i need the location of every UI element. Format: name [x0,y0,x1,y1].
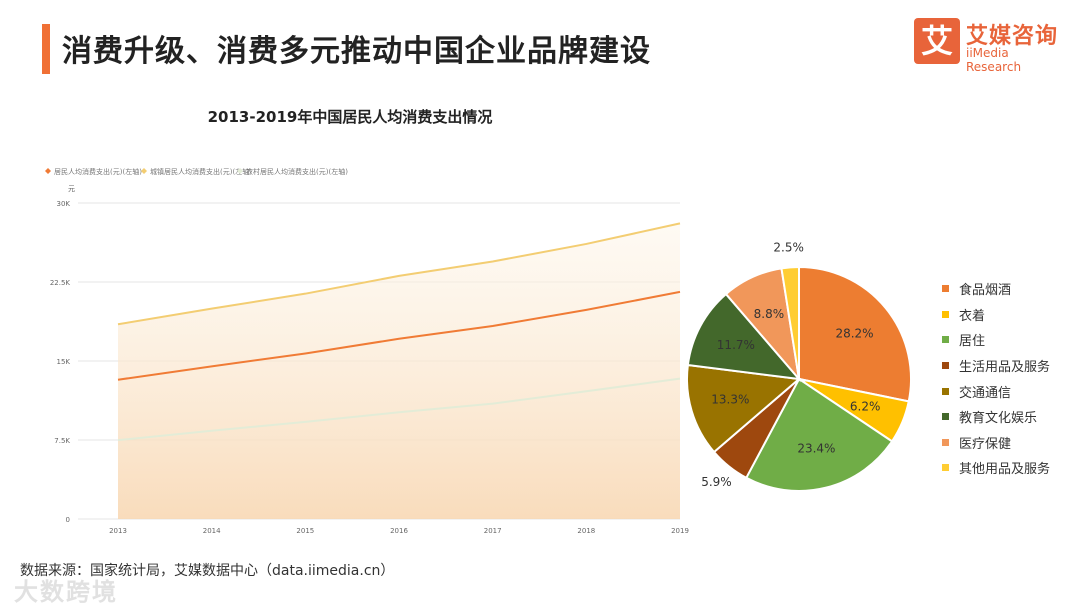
pie-slice-4 [686,363,802,454]
legend-item: 食品烟酒 [942,276,1050,302]
legend-item: 衣着 [942,302,1050,328]
x-tick-label: 2019 [671,527,689,535]
legend-marker [237,168,243,174]
legend-label: 生活用品及服务 [959,360,1051,376]
legend-item: 居住 [942,327,1050,353]
legend-item: 交通通信 [942,378,1050,404]
data-source-note: 数据来源：国家统计局，艾媒数据中心（data.iimedia.cn） [20,563,395,579]
legend-swatch [942,310,949,318]
x-tick-label: 2018 [577,527,595,535]
legend-label: 教育文化娱乐 [959,411,1038,427]
legend-swatch [942,413,949,421]
legend-label: 其他用品及服务 [959,462,1051,478]
x-tick-label: 2015 [296,527,314,535]
area-fill [118,223,680,519]
logo-text-en: iiMedia Research [966,46,1022,74]
pie-chart: 28.2% 6.2% 23.4% 5.9% 13.3% 11.7% 8.8% 2.5% [686,240,912,492]
legend-swatch [942,336,949,344]
legend-item: 教育文化娱乐 [942,404,1050,430]
pie-legend: 食品烟酒衣着居住生活用品及服务 交通通信教育文化娱乐 医疗保健其他用品及服务 [942,276,1050,481]
pie-value-label: 8.8% [754,307,785,321]
legend-swatch [942,285,949,293]
pie-value-label: 6.2% [850,400,881,414]
page-title: 消费升级、消费多元推动中国企业品牌建设 [62,34,651,69]
pie-value-label: 11.7% [717,338,755,352]
logo-text-cn: 艾媒咨询 [966,24,1059,49]
legend-label: 医疗保健 [959,436,1012,452]
legend-label: 居住 [959,334,986,350]
title-accent-bar [42,24,50,74]
legend-swatch [942,464,949,472]
legend-label: 食品烟酒 [959,283,1012,299]
watermark: 大数跨境 [14,578,118,606]
pie-value-label: 23.4% [797,442,835,456]
legend-label: 农村居民人均消费支出(元)(左轴) [246,167,348,176]
x-tick-label: 2013 [109,527,127,535]
legend-swatch [942,387,949,395]
y-tick-label: 22.5K [50,279,71,287]
series-line-1 [117,222,681,326]
pie-value-label: 13.3% [711,393,749,407]
x-tick-label: 2014 [203,527,221,535]
x-tick-label: 2017 [484,527,502,535]
y-tick-label: 30K [57,200,71,208]
legend-label: 居民人均消费支出(元)(左轴) [54,167,142,176]
pie-slice-5 [686,292,802,381]
line-chart-title: 2013-2019年中国居民人均消费支出情况 [207,108,493,126]
pie-slice-7 [780,265,800,380]
legend-item: 其他用品及服务 [942,455,1050,481]
x-tick-label: 2016 [390,527,408,535]
brand-logo: 艾 艾媒咨询 iiMedia Research [914,18,1064,74]
pie-value-label: 2.5% [773,240,804,254]
legend-label: 城镇居民人均消费支出(元)(左轴) [150,167,252,176]
legend-marker [45,168,51,174]
pie-slice-0 [798,265,912,403]
series-line-0 [117,290,681,381]
y-tick-label: 15K [57,358,71,366]
logo-mark-icon: 艾 [914,18,960,64]
pie-value-label: 5.9% [701,475,732,489]
y-tick-label: 7.5K [54,437,70,445]
legend-swatch [942,438,949,446]
series-line-2 [117,377,681,442]
y-tick-label: 0 [66,516,70,524]
y-axis-unit: 元 [68,185,75,193]
legend-label: 衣着 [959,308,986,324]
legend-item: 医疗保健 [942,430,1050,456]
area-chart: 0 7.5K 15K 22.5K 30K 元 2013 2014 2015 2016 2017 201… [45,167,689,535]
legend-swatch [942,362,949,370]
legend-marker [141,168,147,174]
pie-slice-2 [744,377,894,492]
legend-label: 交通通信 [959,385,1012,401]
pie-value-label: 28.2% [835,327,873,341]
legend-item: 生活用品及服务 [942,353,1050,379]
